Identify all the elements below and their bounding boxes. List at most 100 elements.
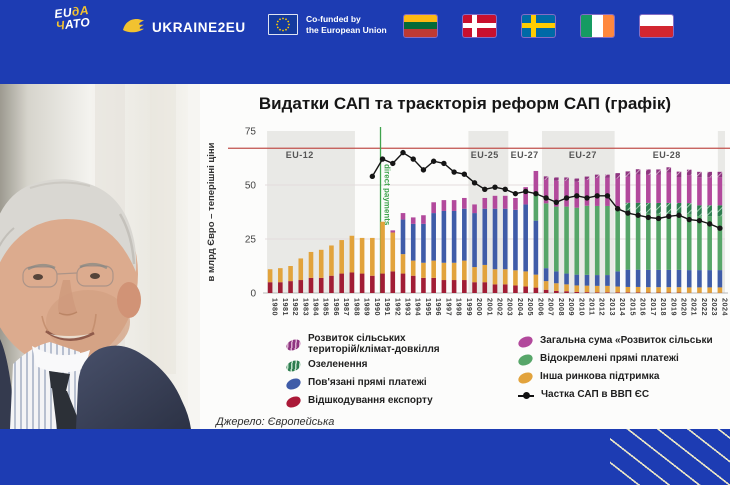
- line-point: [512, 190, 519, 197]
- legend-swatch-blue: [284, 375, 303, 392]
- bar-segment: [615, 173, 620, 179]
- speaker-nose: [58, 280, 77, 317]
- bar-segment: [472, 204, 477, 214]
- bar-segment: [635, 202, 641, 214]
- bar-segment: [533, 220, 539, 275]
- bar-segment: [574, 291, 580, 293]
- legend-item-label: Відшкодування експорту: [308, 395, 433, 407]
- x-tick-label: 2006: [536, 298, 545, 316]
- bar-segment: [605, 275, 610, 286]
- x-tick-label: 1981: [281, 298, 290, 316]
- bar-segment: [656, 269, 661, 288]
- legend-item-label: Розвиток сільських територій/клімат-довк…: [308, 333, 440, 355]
- line-point: [584, 195, 590, 201]
- bar-segment: [676, 202, 682, 214]
- x-tick-label: 1999: [465, 298, 474, 316]
- line-point: [696, 217, 703, 224]
- bar-segment: [482, 264, 488, 283]
- bar-segment: [584, 292, 590, 293]
- bar-segment: [635, 169, 641, 175]
- bar-segment: [625, 171, 631, 177]
- bar-segment: [533, 287, 539, 293]
- speaker-video-panel: [0, 84, 200, 429]
- x-tick-label: 1998: [455, 298, 464, 316]
- legend-item: Відшкодування експорту: [284, 393, 506, 410]
- bar-segment: [666, 213, 672, 270]
- legend-item-label: Загальна сума «Розвиток сільськи: [540, 335, 713, 347]
- bar-segment: [717, 270, 723, 288]
- bar-segment: [707, 287, 712, 293]
- eu-cofunded-logo: Co-funded by the European Union: [268, 14, 387, 36]
- bar-segment: [646, 213, 651, 270]
- x-tick-label: 2015: [628, 298, 637, 316]
- bar-segment: [666, 172, 672, 203]
- line-point: [574, 193, 580, 199]
- bar-segment: [441, 280, 447, 293]
- flag-lithuania-icon: [404, 15, 437, 37]
- bar-segment: [513, 209, 518, 271]
- bar-segment: [533, 192, 539, 221]
- bar-segment: [594, 292, 600, 293]
- bar-segment: [656, 213, 661, 270]
- line-point: [369, 173, 376, 180]
- bar-segment: [339, 240, 344, 274]
- bar-segment: [502, 208, 508, 270]
- bar-segment: [308, 277, 314, 293]
- bar-segment: [400, 254, 406, 274]
- y-axis-label: в млрд Євро – теперішні ціни: [206, 142, 217, 281]
- speaker-eye-left: [33, 274, 43, 280]
- bar-segment: [656, 169, 661, 175]
- bar-segment: [400, 213, 406, 220]
- bar-segment: [594, 205, 600, 276]
- eu-nato-logo: EUдА ЧАТО: [54, 3, 92, 33]
- speaker-sweater: [76, 345, 191, 429]
- legend-item: Озеленення: [284, 357, 506, 374]
- bar-segment: [462, 197, 467, 209]
- line-point: [482, 186, 488, 193]
- bar-segment: [697, 270, 702, 288]
- bar-segment: [472, 213, 477, 268]
- flag-sweden-icon: [522, 15, 555, 37]
- legend-item: Відокремлені прямі платежі: [518, 351, 730, 368]
- bar-segment: [492, 195, 498, 209]
- bar-segment: [594, 177, 600, 206]
- bar-segment: [615, 292, 620, 293]
- bar-segment: [615, 286, 620, 293]
- bar-segment: [676, 171, 682, 178]
- bar-segment: [462, 208, 467, 261]
- bar-segment: [656, 202, 661, 214]
- bar-segment: [707, 177, 712, 206]
- bar-segment: [421, 277, 426, 293]
- bar-segment: [574, 178, 580, 182]
- bar-segment: [298, 280, 304, 293]
- bar-segment: [533, 170, 539, 193]
- bar-segment: [605, 285, 610, 293]
- legend-item-label: Пов'язані прямі платежі: [308, 377, 427, 389]
- bar-segment: [584, 176, 590, 180]
- x-tick-label: 1987: [342, 298, 351, 316]
- speaker-mouth: [45, 329, 95, 341]
- bar-segment: [278, 282, 283, 293]
- line-point: [390, 160, 396, 167]
- chart-legend-left: Розвиток сільських територій/клімат-довк…: [284, 333, 506, 410]
- bar-segment: [697, 287, 702, 293]
- bar-segment: [431, 213, 436, 261]
- bar-segment: [564, 273, 569, 285]
- bar-segment: [564, 284, 569, 292]
- bar-segment: [625, 286, 631, 293]
- bar-segment: [686, 175, 692, 204]
- x-tick-label: 2014: [618, 298, 627, 316]
- x-tick-label: 2021: [690, 298, 699, 316]
- line-point: [655, 215, 662, 222]
- x-tick-label: 2023: [710, 298, 719, 316]
- bar-segment: [390, 232, 396, 272]
- bar-segment: [380, 273, 385, 293]
- x-tick-label: 2000: [475, 298, 484, 316]
- era-label: EU-27: [511, 150, 539, 160]
- bar-segment: [686, 287, 692, 293]
- x-tick-label: 2013: [608, 298, 617, 316]
- bar-segment: [502, 269, 508, 285]
- bar-segment: [421, 262, 426, 278]
- x-tick-label: 1985: [322, 298, 331, 316]
- bar-segment: [605, 177, 610, 206]
